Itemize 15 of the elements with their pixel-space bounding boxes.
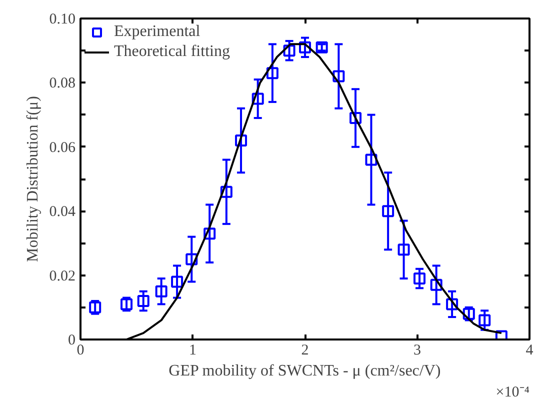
legend-label: Experimental [114, 23, 202, 41]
y-tick-label: 0 [68, 332, 76, 348]
x-tick-label: 4 [526, 342, 534, 358]
legend-label: Theoretical fitting [114, 43, 230, 61]
x-tick-label: 1 [189, 342, 196, 358]
y-tick-label: 0.02 [49, 268, 76, 284]
y-tick-label: 0.04 [49, 204, 76, 220]
y-tick-label: 0.10 [49, 12, 76, 28]
x-tick-label: 2 [301, 342, 309, 358]
text: ×10⁻⁴ [496, 384, 530, 400]
y-axis-title: Mobility Distribution f(μ) [24, 96, 42, 262]
y-tick-label: 0.06 [49, 140, 76, 156]
x-tick-label: 3 [414, 342, 421, 358]
x-axis-title: GEP mobility of SWCNTs - μ (cm²/sec/V) [168, 362, 441, 380]
y-tick-label: 0.08 [49, 76, 76, 92]
